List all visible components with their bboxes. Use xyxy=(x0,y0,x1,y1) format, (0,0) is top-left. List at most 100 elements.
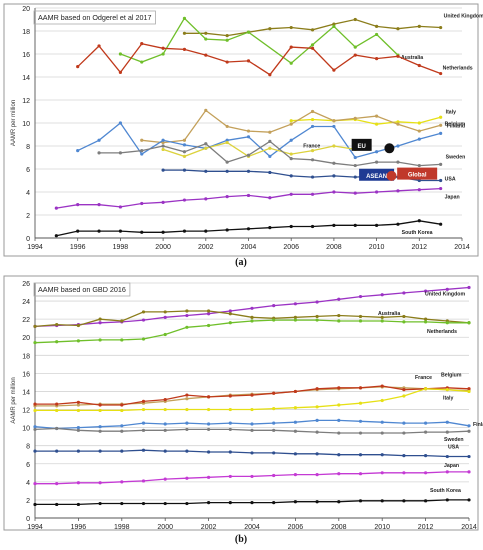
data-point xyxy=(380,384,384,388)
data-point xyxy=(375,223,379,227)
data-point xyxy=(225,60,229,64)
data-point xyxy=(289,119,293,123)
x-tick-label: 2008 xyxy=(326,244,342,251)
data-point xyxy=(118,151,122,155)
data-point xyxy=(185,427,189,432)
data-point xyxy=(250,393,254,397)
data-point xyxy=(140,149,144,153)
data-point xyxy=(402,388,406,392)
annotation-box xyxy=(359,168,395,181)
data-point xyxy=(250,407,254,412)
data-point xyxy=(315,318,319,322)
data-point xyxy=(54,206,58,210)
data-point xyxy=(246,193,251,198)
data-point xyxy=(417,188,421,192)
y-tick-label: 0 xyxy=(26,516,30,523)
data-point xyxy=(182,150,187,154)
data-point xyxy=(55,402,59,406)
data-point xyxy=(98,408,102,413)
data-point xyxy=(228,321,232,325)
data-point xyxy=(204,142,208,146)
data-point xyxy=(445,388,449,392)
data-point xyxy=(289,25,293,30)
data-point xyxy=(293,302,297,306)
data-point xyxy=(141,318,146,322)
data-point xyxy=(204,229,208,233)
y-tick-label: 4 xyxy=(26,480,30,487)
data-point xyxy=(98,481,102,485)
chart-title: AAMR based on Odgerel et al 2017 xyxy=(38,13,151,22)
panel-label: (b) xyxy=(235,534,247,545)
data-point xyxy=(141,399,146,404)
data-point xyxy=(250,428,254,432)
data-point xyxy=(182,138,187,142)
annotation-box xyxy=(351,138,372,151)
data-point xyxy=(293,452,297,456)
chart-title: AAMR based on GBD 2016 xyxy=(38,285,126,294)
data-point xyxy=(98,501,102,506)
data-point xyxy=(315,405,319,409)
data-point xyxy=(272,407,276,411)
data-point xyxy=(140,42,144,46)
data-point xyxy=(120,403,124,407)
data-point xyxy=(98,403,102,407)
data-point xyxy=(337,418,341,422)
series-netherlands: Netherlands xyxy=(76,42,473,77)
data-point xyxy=(55,449,59,453)
data-point xyxy=(272,428,276,432)
data-point xyxy=(439,162,443,166)
series-netherlands: Netherlands xyxy=(33,318,471,345)
y-tick-label: 18 xyxy=(22,353,30,360)
data-point xyxy=(272,473,276,478)
data-point xyxy=(118,205,122,209)
data-point xyxy=(402,431,406,435)
data-point xyxy=(228,421,232,425)
data-point xyxy=(225,138,229,142)
series-label: Japan xyxy=(445,195,460,201)
data-point xyxy=(120,429,124,433)
data-point xyxy=(207,427,211,432)
data-point xyxy=(467,389,471,394)
series-australia: Australia xyxy=(118,16,423,65)
data-point xyxy=(228,407,232,412)
data-point xyxy=(332,223,336,227)
series-label: Sweden xyxy=(446,154,466,160)
data-point xyxy=(204,108,208,112)
data-point xyxy=(207,395,211,399)
data-point xyxy=(182,143,187,147)
series-usa: USA xyxy=(33,445,471,459)
data-point xyxy=(332,24,336,28)
data-point xyxy=(207,422,211,426)
data-point xyxy=(120,501,124,506)
data-point xyxy=(445,470,449,474)
data-point xyxy=(380,453,384,457)
data-point xyxy=(140,138,144,142)
data-point xyxy=(289,122,293,126)
data-point xyxy=(402,454,406,458)
series-label: United Kingdom xyxy=(444,14,483,20)
data-point xyxy=(182,31,187,35)
series-label: Sweden xyxy=(444,437,464,443)
data-point xyxy=(140,60,144,64)
data-point xyxy=(76,481,80,485)
data-point xyxy=(97,151,101,155)
data-point xyxy=(353,191,357,195)
y-tick-label: 20 xyxy=(22,6,30,13)
data-point xyxy=(97,229,101,233)
data-point xyxy=(293,429,297,433)
data-point xyxy=(118,121,122,125)
data-point xyxy=(268,73,272,77)
data-point xyxy=(204,197,208,201)
data-point xyxy=(289,174,293,178)
data-point xyxy=(332,190,336,194)
data-point xyxy=(358,499,363,503)
data-point xyxy=(289,152,293,156)
x-tick-label: 1994 xyxy=(27,244,43,251)
data-point xyxy=(272,451,276,455)
data-point xyxy=(289,138,293,142)
data-point xyxy=(268,27,272,31)
data-point xyxy=(337,313,341,318)
data-point xyxy=(380,319,384,323)
data-point xyxy=(246,227,251,231)
